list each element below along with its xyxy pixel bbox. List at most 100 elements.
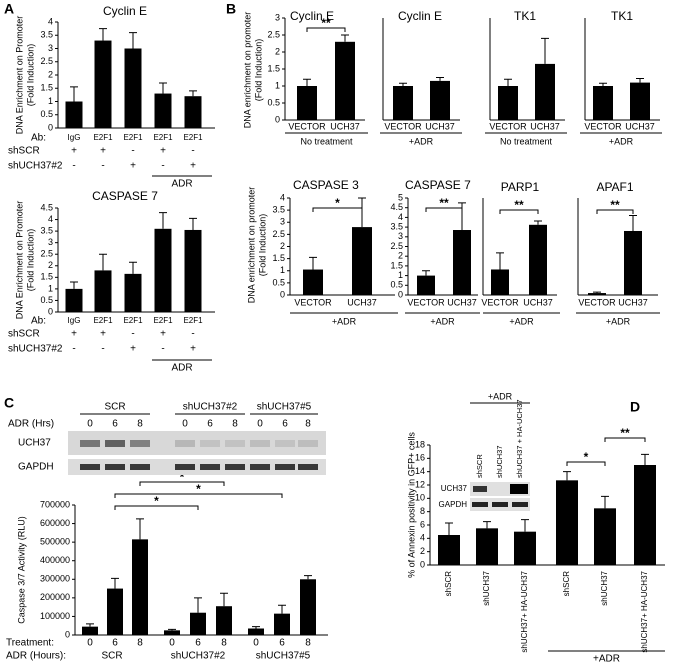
error-bar — [99, 28, 107, 41]
x-tick-label: E2F1 — [123, 316, 143, 325]
significance-label: ** — [610, 198, 620, 212]
chart-title: Cyclin E — [103, 4, 147, 18]
y-tick-label: 2 — [420, 546, 425, 556]
y-tick-label: 2.5 — [390, 241, 403, 251]
y-tick-label: 0 — [280, 289, 285, 299]
error-bar — [189, 90, 197, 97]
bar — [529, 224, 547, 295]
x-tick-label: 6 — [279, 638, 285, 649]
error-bar — [534, 220, 542, 225]
blot-band — [298, 440, 318, 447]
error-bar — [111, 577, 119, 589]
y-tick-label: 2.5 — [40, 249, 53, 259]
bar — [498, 86, 518, 120]
error-bar — [593, 291, 601, 294]
error-bar — [159, 82, 167, 94]
x-tick-label: E2F1 — [93, 316, 113, 325]
bar — [393, 86, 413, 120]
error-bar — [278, 604, 286, 614]
error-bar — [168, 628, 176, 631]
blot-band — [200, 440, 220, 447]
footer-label: No treatment — [300, 136, 353, 146]
blot-band — [175, 440, 195, 447]
x-tick-label: E2F1 — [93, 133, 113, 142]
bar — [630, 82, 650, 120]
error-bar — [99, 253, 107, 271]
y-tick-label: 14 — [415, 466, 425, 476]
row-cell: - — [101, 161, 104, 172]
y-tick-label: 600000 — [40, 518, 70, 528]
y-axis-label: DNA Enrichment on Promoter — [14, 16, 24, 135]
error-bar — [601, 495, 609, 509]
error-bar — [70, 281, 78, 289]
x-tick-label: E2F1 — [183, 316, 203, 325]
y-tick-label: 1 — [275, 80, 280, 90]
chart-title: Cyclin E — [398, 9, 442, 23]
error-bar — [136, 518, 144, 540]
significance-bracket — [114, 493, 283, 498]
y-tick-label: 100000 — [40, 611, 70, 621]
y-tick-label: 4 — [48, 214, 53, 224]
error-bar — [159, 212, 167, 229]
bar — [453, 230, 471, 295]
y-axis-label: DNA enrichment on promoter — [242, 12, 252, 129]
bar — [300, 579, 316, 635]
blot-row-label: UCH37 — [18, 438, 51, 449]
blot-band — [512, 502, 528, 507]
bar — [94, 270, 112, 312]
blot-band — [225, 464, 245, 470]
y-tick-label: 0 — [275, 114, 280, 124]
bar — [593, 86, 613, 120]
footer-label: +ADR — [332, 316, 357, 326]
error-bar — [436, 77, 444, 81]
y-tick-label: 0.5 — [40, 109, 53, 119]
error-bar — [521, 519, 529, 532]
blot-band — [250, 464, 270, 470]
blot-row-label: GAPDH — [18, 462, 54, 473]
x-tick-label: UCH37 — [330, 121, 360, 131]
blot-band — [492, 502, 508, 507]
x-tick-label: shSCR — [444, 571, 453, 597]
y-tick-label: 1.5 — [40, 272, 53, 282]
blot-background — [68, 459, 326, 475]
group-label: SCR — [101, 651, 122, 662]
chart-title: TK1 — [611, 9, 633, 23]
significance-label: ** — [514, 198, 524, 212]
y-tick-label: 2 — [280, 241, 285, 251]
panel-label: C — [4, 395, 14, 411]
y-tick-label: 0 — [48, 306, 53, 316]
row-cell: + — [100, 146, 106, 157]
row-label: shUCH37#2 — [8, 161, 63, 172]
y-tick-label: 0 — [65, 629, 70, 639]
group-label: ADR — [171, 363, 192, 374]
error-bar — [194, 597, 202, 613]
chart-title: CASPASE 7 — [92, 189, 158, 203]
significance-label: ** — [620, 426, 630, 440]
x-tick-label: UCH37 — [625, 121, 655, 131]
bar — [491, 269, 509, 295]
y-tick-label: 0 — [48, 122, 53, 132]
y-tick-label: 2.5 — [267, 29, 280, 39]
y-tick-label: 4 — [420, 533, 425, 543]
bar — [634, 465, 656, 565]
x-tick-label: VECTOR — [407, 297, 445, 307]
bar — [274, 613, 290, 635]
y-tick-label: 4 — [48, 16, 53, 26]
significance-bracket — [139, 481, 225, 486]
blot-band — [250, 440, 270, 447]
bar — [190, 612, 206, 635]
y-tick-label: 3.5 — [40, 30, 53, 40]
x-tick-label: 0 — [169, 638, 175, 649]
error-bar — [341, 34, 349, 42]
x-tick-label: VECTOR — [481, 297, 519, 307]
y-tick-label: 1 — [48, 96, 53, 106]
chart-title: APAF1 — [596, 180, 633, 194]
y-tick-label: 8 — [420, 506, 425, 516]
x-tick-label: 6 — [112, 638, 118, 649]
lane-number: 0 — [182, 419, 188, 430]
significance-bracket — [425, 207, 463, 212]
x-tick-label: shUCH37 — [482, 570, 491, 605]
y-tick-label: 3 — [280, 217, 285, 227]
error-bar — [629, 214, 637, 231]
